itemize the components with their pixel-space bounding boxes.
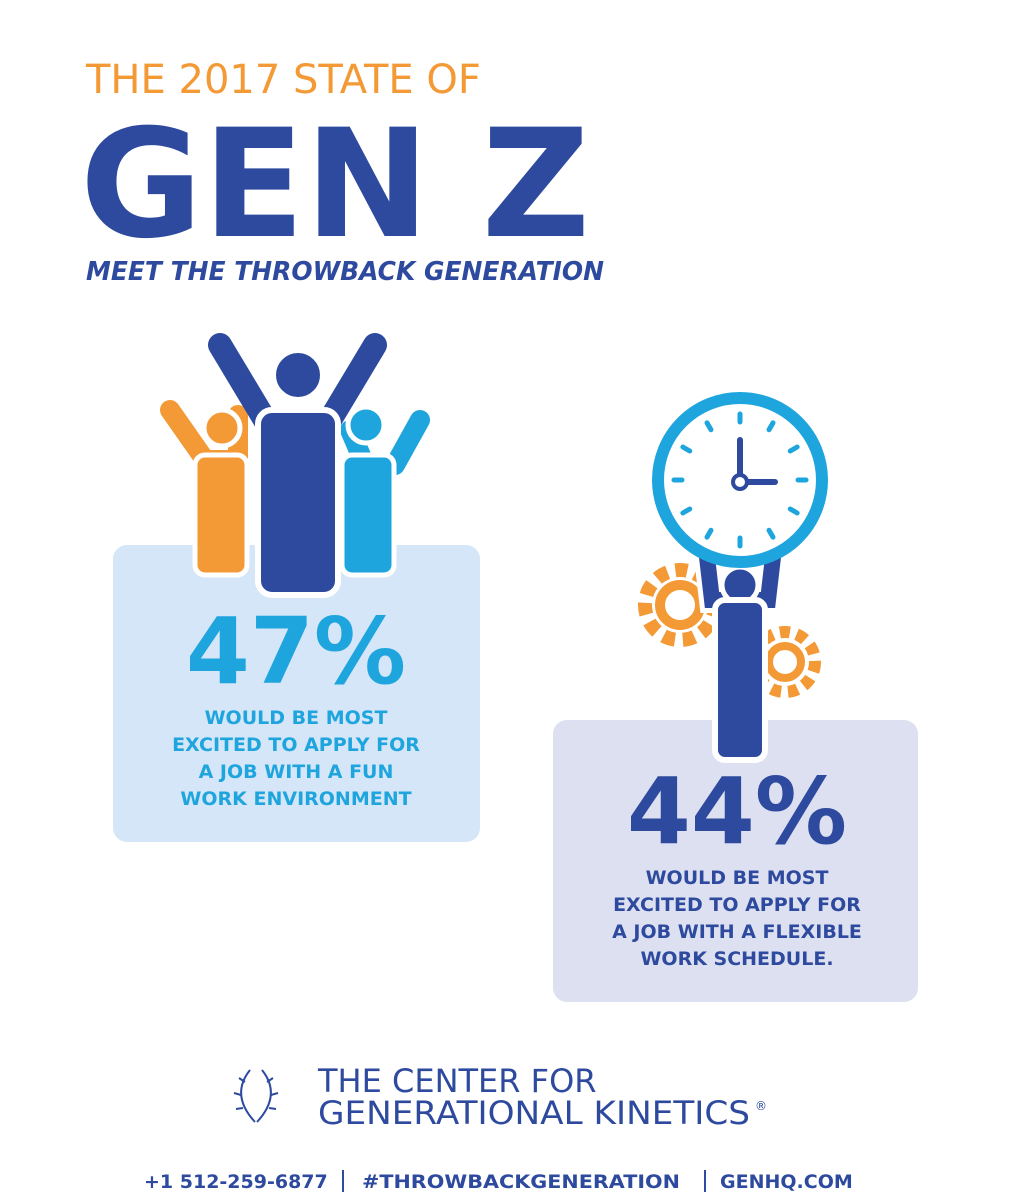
contact: GENHQ.COM [720, 1171, 853, 1193]
kicker: THE 2017 STATE OF [85, 57, 481, 103]
stat-text: WOULD BE MOST [205, 707, 388, 729]
stat-text: WORK ENVIRONMENT [180, 788, 411, 810]
registered-mark: ® [755, 1099, 767, 1113]
org-name: GENERATIONAL KINETICS [318, 1094, 750, 1132]
stat-text: EXCITED TO APPLY FOR [613, 894, 861, 916]
clock-tick [680, 506, 693, 516]
stat-box [553, 720, 918, 1002]
stat-text: WORK SCHEDULE. [640, 948, 833, 970]
clock-tick [787, 506, 800, 516]
stat-value: 44% [627, 758, 847, 865]
org-name: THE CENTER FOR [317, 1062, 597, 1100]
stat-text: EXCITED TO APPLY FOR [172, 734, 420, 756]
clock-icon [638, 392, 828, 763]
stat-text: WOULD BE MOST [646, 867, 829, 889]
clock-tick [680, 444, 693, 454]
contact: #THROWBACKGENERATION [362, 1171, 680, 1193]
stat-text: A JOB WITH A FUN [199, 761, 394, 783]
stat-box [113, 545, 480, 842]
clock-tick [787, 444, 800, 454]
clock-tick [766, 527, 776, 540]
clock-tick [704, 420, 714, 433]
contact: +1 512-259-6877 [144, 1171, 328, 1193]
clock-tick [704, 527, 714, 540]
laurel-logo [233, 1069, 279, 1123]
people-icon [155, 330, 435, 598]
title: GEN Z [80, 98, 590, 272]
clock-tick [766, 420, 776, 433]
stat-value: 47% [186, 598, 406, 705]
subtitle: MEET THE THROWBACK GENERATION [86, 257, 604, 287]
stat-text: A JOB WITH A FLEXIBLE [612, 921, 862, 943]
